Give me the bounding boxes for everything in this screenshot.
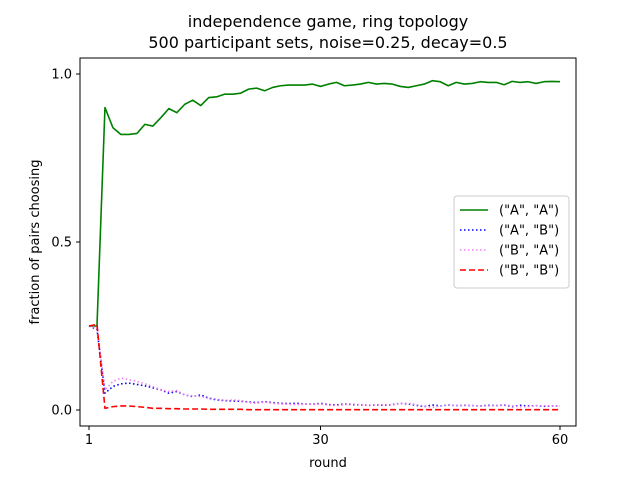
- legend: ("A", "A") ("A", "B") ("B", "A") ("B", "B"): [453, 195, 570, 289]
- series-layer: [88, 79, 561, 411]
- legend-label-1: ("A", "A"): [499, 204, 559, 219]
- x-tick-label: 30: [312, 433, 329, 448]
- chart-subtitle: 500 participant sets, noise=0.25, decay=…: [148, 33, 507, 52]
- legend-box: [453, 195, 570, 289]
- x-tick-label: 1: [85, 433, 93, 448]
- ticks-layer: 1 30 60 0.0 0.5 1.0: [51, 68, 568, 449]
- chart-title: independence game, ring topology: [188, 12, 468, 31]
- y-tick-label: 0.5: [51, 236, 72, 251]
- y-tick-label: 1.0: [51, 68, 72, 83]
- legend-label-4: ("B", "B"): [499, 264, 559, 279]
- series-line-1: [89, 79, 561, 327]
- y-tick-label: 0.0: [51, 404, 72, 419]
- x-tick-label: 60: [552, 433, 569, 448]
- series-line-4: [88, 323, 560, 411]
- x-axis-label: round: [309, 456, 347, 471]
- series-line-3: [88, 325, 560, 409]
- legend-label-3: ("B", "A"): [499, 244, 559, 259]
- legend-label-2: ("A", "B"): [499, 224, 559, 239]
- y-axis-label: fraction of pairs choosing: [28, 160, 43, 325]
